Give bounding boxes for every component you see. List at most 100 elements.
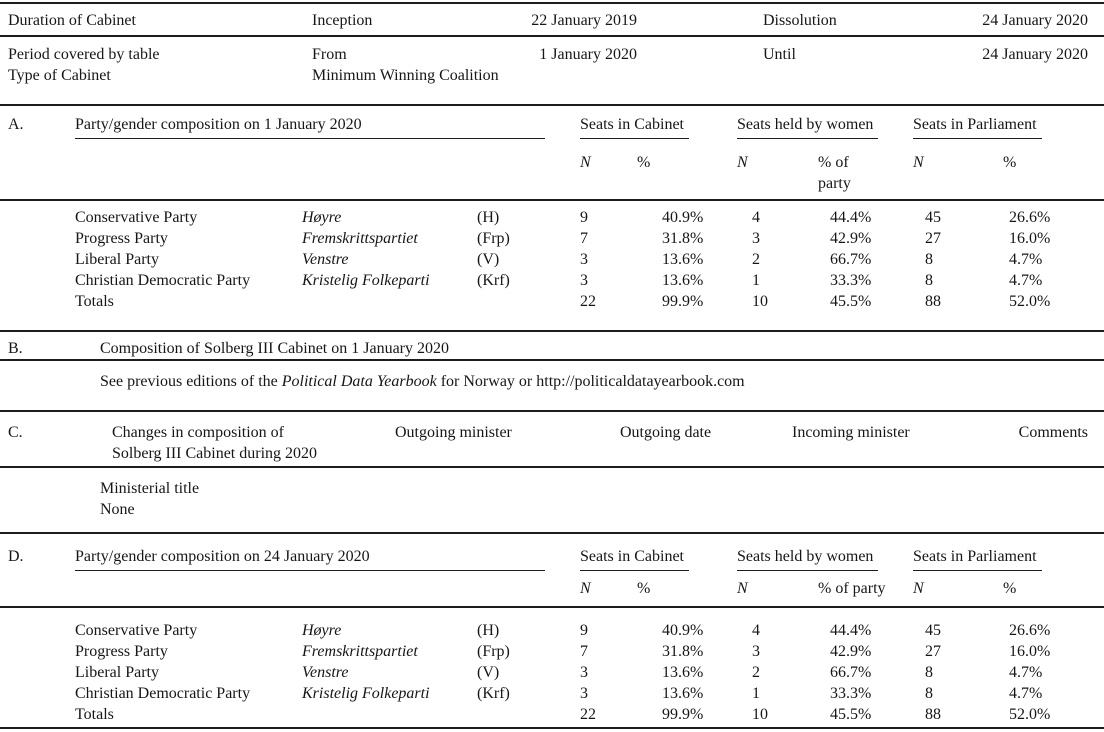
duration-label: Duration of Cabinet xyxy=(8,12,136,29)
spacer xyxy=(8,152,580,194)
section-d-title-cell: Party/gender composition on 24 January 2… xyxy=(75,546,545,571)
cabinet-n: 22 xyxy=(580,293,596,310)
section-b-note: See previous editions of the Political D… xyxy=(100,371,1088,392)
group-label: Seats in Parliament xyxy=(913,546,1042,571)
group-label: Seats held by women xyxy=(737,114,879,139)
cabinet-pct: 13.6% xyxy=(662,251,704,268)
section-b-header: B. Composition of Solberg III Cabinet on… xyxy=(0,332,1104,359)
section-a-id: A. xyxy=(8,116,24,133)
parliament-pct: 26.6% xyxy=(1009,209,1051,226)
group-seats-women: Seats held by women xyxy=(737,546,913,571)
period-row: Period covered by table From 1 January 2… xyxy=(0,44,1104,65)
party-native-name: Kristelig Folkeparti xyxy=(302,272,430,289)
parliament-pct: 4.7% xyxy=(1009,664,1043,681)
spacer xyxy=(8,371,100,392)
note-publication-title: Political Data Yearbook xyxy=(281,373,437,390)
women-n: 2 xyxy=(752,251,760,268)
parliament-pct: 4.7% xyxy=(1009,251,1043,268)
party-abbr: (Frp) xyxy=(477,643,510,660)
parliament-n: 8 xyxy=(925,664,933,681)
group-seats-cabinet: Seats in Cabinet xyxy=(580,546,737,571)
party-row: Liberal Party Venstre (V) 3 13.6% 2 66.7… xyxy=(8,662,1088,683)
rule xyxy=(0,359,1104,361)
col-n: N xyxy=(913,154,924,171)
cabinet-pct: 31.8% xyxy=(662,230,704,247)
group-label: Seats in Parliament xyxy=(913,114,1042,139)
party-abbr: (Krf) xyxy=(477,272,510,289)
parliament-n: 27 xyxy=(925,643,941,660)
period-type-block: Period covered by table From 1 January 2… xyxy=(0,37,1104,86)
col-n: N xyxy=(913,580,924,597)
section-c-title: Changes in composition of Solberg III Ca… xyxy=(112,422,395,464)
party-row: Conservative Party Høyre (H) 9 40.9% 4 4… xyxy=(8,620,1088,641)
parliament-n: 27 xyxy=(925,230,941,247)
section-d-subheader: N % N % of party N % xyxy=(0,571,1104,599)
party-native-name: Fremskrittspartiet xyxy=(302,230,418,247)
party-name: Totals xyxy=(75,293,114,310)
party-name: Liberal Party xyxy=(75,251,159,268)
cabinet-pct: 99.9% xyxy=(662,293,704,310)
women-pct: 33.3% xyxy=(830,685,872,702)
section-c-rows: Ministerial title None xyxy=(100,478,1088,520)
women-pct: 45.5% xyxy=(830,706,872,723)
section-d-rows: Conservative Party Høyre (H) 9 40.9% 4 4… xyxy=(0,608,1104,725)
rule xyxy=(0,466,1104,468)
col-n: N xyxy=(580,580,591,597)
party-native-name: Høyre xyxy=(302,622,342,639)
parliament-pct: 26.6% xyxy=(1009,622,1051,639)
cabinet-pct: 13.6% xyxy=(662,685,704,702)
parliament-n: 45 xyxy=(925,622,941,639)
cabinet-pct: 40.9% xyxy=(662,209,704,226)
changes-none-value: None xyxy=(100,501,135,518)
party-abbr: (Frp) xyxy=(477,230,510,247)
parliament-pct: 4.7% xyxy=(1009,272,1043,289)
cabinet-type-label: Type of Cabinet xyxy=(8,67,111,84)
women-n: 10 xyxy=(752,293,768,310)
party-name: Totals xyxy=(75,706,114,723)
note-prefix: See previous editions of the xyxy=(100,373,282,390)
rule xyxy=(0,330,1104,332)
rule xyxy=(0,727,1104,729)
women-pct: 42.9% xyxy=(830,643,872,660)
party-native-name: Høyre xyxy=(302,209,342,226)
cabinet-n: 7 xyxy=(580,230,588,247)
parliament-pct: 52.0% xyxy=(1009,293,1051,310)
cabinet-pct: 13.6% xyxy=(662,664,704,681)
cabinet-n: 3 xyxy=(580,685,588,702)
women-n: 4 xyxy=(752,209,760,226)
ministerial-title-label: Ministerial title xyxy=(100,480,200,497)
women-pct: 42.9% xyxy=(830,230,872,247)
section-a-header: A. Party/gender composition on 1 January… xyxy=(0,114,1104,139)
section-c-title-line1: Changes in composition of xyxy=(112,424,284,441)
col-n: N xyxy=(737,154,748,171)
cabinet-pct: 31.8% xyxy=(662,643,704,660)
parliament-n: 88 xyxy=(925,293,941,310)
parliament-pct: 16.0% xyxy=(1009,230,1051,247)
rule xyxy=(0,104,1104,106)
until-label: Until xyxy=(763,46,796,63)
party-row: Christian Democratic Party Kristelig Fol… xyxy=(8,270,1088,291)
women-pct: 33.3% xyxy=(830,272,872,289)
party-abbr: (Krf) xyxy=(477,685,510,702)
parliament-n: 8 xyxy=(925,251,933,268)
group-seats-parliament: Seats in Parliament xyxy=(913,546,1088,571)
party-native-name xyxy=(302,291,477,312)
col-outgoing-minister: Outgoing minister xyxy=(395,424,512,441)
party-name: Christian Democratic Party xyxy=(75,685,251,702)
dissolution-label: Dissolution xyxy=(763,12,837,29)
women-n: 4 xyxy=(752,622,760,639)
party-row: Conservative Party Høyre (H) 9 40.9% 4 4… xyxy=(8,207,1088,228)
col-incoming-minister: Incoming minister xyxy=(792,424,910,441)
col-comments: Comments xyxy=(1018,424,1088,441)
parliament-n: 8 xyxy=(925,685,933,702)
group-label: Seats in Cabinet xyxy=(580,546,689,571)
group-seats-women: Seats held by women xyxy=(737,114,913,139)
women-n: 1 xyxy=(752,272,760,289)
cabinet-n: 9 xyxy=(580,209,588,226)
cabinet-n: 7 xyxy=(580,643,588,660)
party-native-name: Fremskrittspartiet xyxy=(302,643,418,660)
rule xyxy=(0,410,1104,412)
spacer xyxy=(637,44,763,65)
women-n: 3 xyxy=(752,643,760,660)
cabinet-type-value: Minimum Winning Coalition xyxy=(312,67,499,84)
